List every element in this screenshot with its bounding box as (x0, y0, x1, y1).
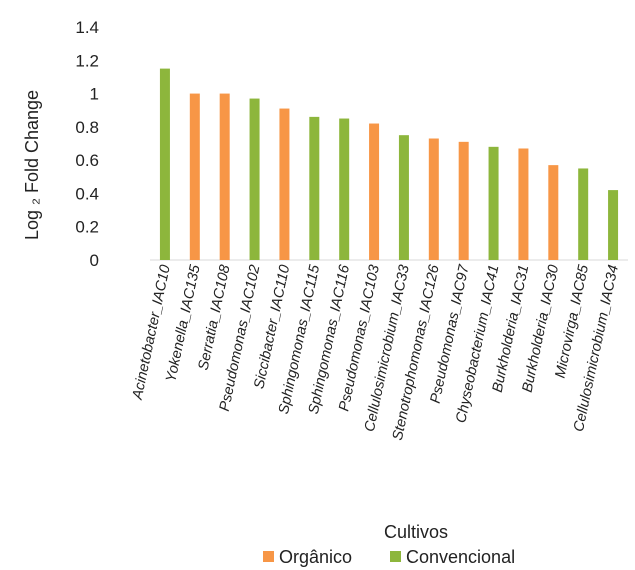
bar-sphingomonas-iac116 (339, 118, 350, 261)
bar-siccibacter-iac110 (279, 108, 290, 260)
x-axis-tick-labels: Acinetobacter_IAC10Yokenella_IAC135Serra… (130, 263, 622, 442)
y-axis-ticks: 0 0.2 0.4 0.6 0.8 1 1.2 1.4 (75, 18, 99, 270)
y-axis-title: Log ₂ Fold Change (22, 90, 42, 240)
y-tick-label: 0.6 (75, 151, 99, 170)
y-tick-label: 0.4 (75, 184, 99, 203)
legend-label: Orgânico (279, 547, 352, 567)
bar-yokenella-iac135 (189, 93, 200, 260)
x-axis-title: Cultivos (384, 522, 448, 542)
y-tick-label: 1 (90, 85, 99, 104)
bar-burkholderia-iac31 (518, 148, 529, 260)
legend: Orgânico Convencional (263, 547, 515, 567)
y-tick-label: 1.2 (75, 51, 99, 70)
bar-chyseobacterium-iac41 (488, 146, 499, 260)
y-tick-label: 0.8 (75, 118, 99, 137)
y-tick-label: 1.4 (75, 18, 99, 37)
y-tick-label: 0.2 (75, 218, 99, 237)
bar-cellulosimicrobium-iac33 (398, 135, 409, 260)
bar-cellulosimicrobium-iac34 (608, 190, 619, 260)
legend-swatch-convencional (390, 551, 401, 562)
bar-microvirga-iac85 (578, 168, 589, 260)
bar-series (159, 68, 619, 261)
bar-burkholderia-iac30 (548, 165, 559, 260)
bar-pseudomonas-iac97 (458, 141, 469, 260)
bar-serratia-iac108 (219, 93, 230, 260)
y-tick-label: 0 (90, 251, 99, 270)
legend-swatch-orgnico (263, 551, 274, 562)
legend-label: Convencional (406, 547, 515, 567)
bar-pseudomonas-iac103 (369, 123, 380, 261)
bar-stenotrophomonas-iac126 (428, 138, 439, 260)
bar-pseudomonas-iac102 (249, 98, 260, 260)
bar-sphingomonas-iac115 (309, 116, 320, 260)
bar-acinetobacter-iac10 (159, 68, 170, 260)
